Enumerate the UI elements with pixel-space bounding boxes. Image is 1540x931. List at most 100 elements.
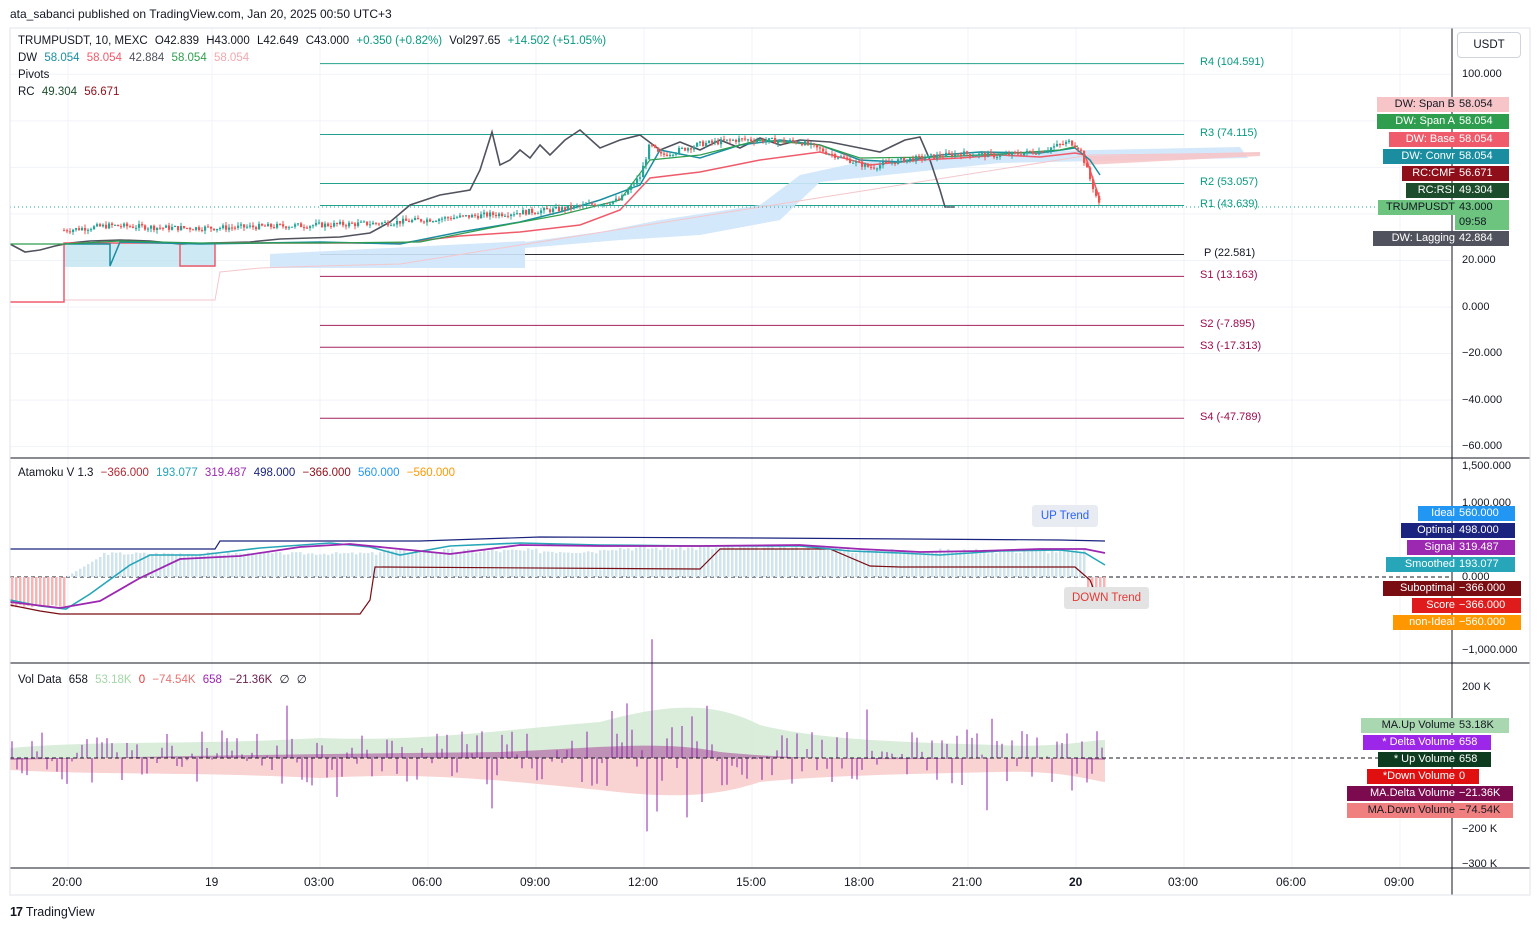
- osc-histogram-bar: [459, 552, 462, 577]
- atamoku-legend[interactable]: Atamoku V 1.3 −366.000 193.077 319.487 4…: [18, 467, 459, 479]
- candle-body: [516, 213, 519, 215]
- time-tick-2000: 20:00: [52, 875, 83, 889]
- osc-histogram-bar: [1039, 549, 1042, 577]
- candle-body: [375, 222, 378, 224]
- osc-histogram-bar: [915, 553, 918, 577]
- suboptimal-line: [9, 548, 1101, 615]
- candle-body: [414, 218, 417, 221]
- candle-body: [621, 195, 624, 201]
- dw-legend[interactable]: DW 58.054 58.054 42.884 58.054 58.054: [18, 52, 253, 64]
- osc-histogram-bar: [551, 551, 554, 577]
- candle-body: [192, 229, 195, 231]
- optimal-line: [10, 536, 1106, 550]
- candle-body: [330, 225, 333, 227]
- osc-histogram-bar: [923, 552, 926, 577]
- candle-body: [783, 139, 786, 143]
- candle-body: [771, 138, 774, 140]
- osc-tick-neg1000: −1,000.000: [1462, 644, 1518, 656]
- candle-body: [162, 227, 165, 229]
- osc-histogram-bar: [1015, 552, 1018, 577]
- osc-histogram-bar: [855, 553, 858, 577]
- osc-histogram-bar: [639, 546, 642, 577]
- candle-body: [411, 220, 414, 223]
- osc-histogram-bar: [767, 545, 770, 577]
- osc-histogram-bar: [179, 553, 182, 577]
- osc-histogram-bar: [291, 552, 294, 577]
- candle-body: [972, 155, 975, 157]
- osc-histogram-bar: [1051, 550, 1054, 577]
- candle-body: [210, 226, 213, 229]
- vol-tick-200k: 200 K: [1462, 681, 1491, 693]
- tag-cmf-name: RC:CMF: [1402, 166, 1459, 181]
- candle-body: [555, 206, 558, 209]
- candle-body: [768, 138, 771, 141]
- osc-histogram-bar: [363, 553, 366, 577]
- rc-legend[interactable]: RC 49.304 56.671: [18, 86, 123, 98]
- osc-histogram-bar: [335, 552, 338, 577]
- candle-body: [273, 226, 276, 228]
- candle-body: [342, 221, 345, 226]
- candle-body: [612, 200, 615, 204]
- time-tick-0300-b: 03:00: [1168, 875, 1199, 889]
- candle-body: [594, 204, 597, 206]
- candle-body: [930, 154, 933, 156]
- osc-histogram-bar: [911, 552, 914, 577]
- tag-base-name: DW: Base: [1389, 132, 1459, 147]
- osc-histogram-bar: [507, 549, 510, 577]
- candle-body: [474, 214, 477, 216]
- candle-body: [183, 226, 186, 228]
- candle-body: [237, 225, 240, 228]
- vol-data-legend[interactable]: Vol Data 658 53.18K 0 −74.54K 658 −21.36…: [18, 672, 311, 686]
- tag-rsi-value: 49.304: [1455, 183, 1509, 198]
- osc-histogram-bar: [435, 552, 438, 577]
- candle-body: [1044, 151, 1047, 153]
- osc-histogram-bar: [1071, 550, 1074, 577]
- down-trend-label: DOWN Trend: [1064, 587, 1149, 609]
- candle-body: [840, 156, 843, 158]
- time-tick-1200: 12:00: [628, 875, 659, 889]
- candle-body: [633, 184, 636, 186]
- candle-body: [588, 203, 591, 205]
- osc-histogram-bar: [263, 552, 266, 577]
- osc-histogram-bar: [1007, 551, 1010, 577]
- osc-histogram-bar: [499, 552, 502, 577]
- osc-histogram-bar: [535, 548, 538, 577]
- osc-histogram-bar: [267, 552, 270, 577]
- candle-body: [300, 223, 303, 228]
- osc-histogram-bar: [79, 568, 82, 577]
- osc-histogram-bar: [899, 551, 902, 577]
- osc-histogram-bar: [67, 575, 70, 577]
- osc-histogram-bar: [75, 571, 78, 577]
- osc-histogram-bar: [1035, 549, 1038, 577]
- osc-histogram-bar: [211, 552, 214, 577]
- osc-histogram-bar: [803, 549, 806, 577]
- osc-histogram-bar: [299, 552, 302, 577]
- candle-body: [363, 221, 366, 223]
- symbol-name[interactable]: TRUMPUSDT, 10, MEXC: [18, 35, 148, 47]
- candle-body: [96, 224, 99, 227]
- candle-body: [576, 205, 579, 207]
- vol-title: Vol Data: [18, 674, 62, 686]
- pivots-legend[interactable]: Pivots: [18, 69, 50, 81]
- osc-histogram-bar: [871, 552, 874, 577]
- currency-button[interactable]: USDT: [1457, 32, 1521, 58]
- candle-body: [126, 223, 129, 227]
- osc-histogram-bar: [815, 550, 818, 577]
- candle-body: [147, 228, 150, 230]
- tradingview-footer[interactable]: 17 TradingView: [10, 905, 95, 919]
- osc-histogram-bar: [719, 547, 722, 577]
- close-value: C43.000: [305, 35, 350, 47]
- tag-up-volume-value: 658: [1455, 752, 1491, 767]
- osc-histogram-bar: [963, 549, 966, 577]
- candle-body: [417, 218, 420, 220]
- osc-histogram-bar: [71, 573, 74, 577]
- osc-histogram-bar: [215, 553, 218, 577]
- candle-body: [630, 185, 633, 190]
- candle-body: [141, 224, 144, 226]
- candle-body: [546, 207, 549, 210]
- osc-histogram-bar: [555, 553, 558, 577]
- tag-ma-up-name: MA.Up Volume: [1361, 718, 1459, 733]
- osc-histogram-bar: [739, 546, 742, 577]
- tag-symbol-name: TRUMPUSDT: [1378, 200, 1459, 215]
